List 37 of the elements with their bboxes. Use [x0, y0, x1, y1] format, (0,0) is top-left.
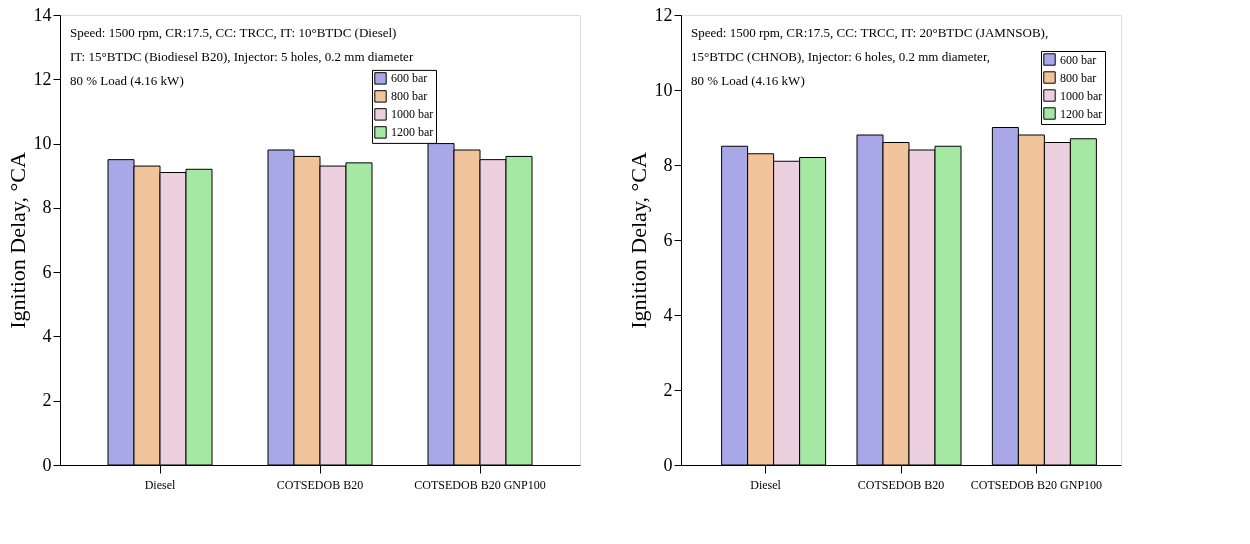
- y-tick-label: 10: [654, 79, 673, 100]
- x-tick-label: COTSEDOB B20 GNP100: [970, 477, 1103, 492]
- y-tick-label: 0: [42, 454, 52, 475]
- annotation: 15°BTDC (CHNOB), Injector: 6 holes, 0.2 mm diameter,: [691, 49, 990, 64]
- y-tick-label: 12: [654, 4, 673, 25]
- y-tick-label: 10: [33, 133, 52, 154]
- y-axis-title: Ignition Delay, °CA: [625, 152, 651, 329]
- legend-label: 1000 bar: [1060, 88, 1103, 103]
- annotation: Speed: 1500 rpm, CR:17.5, CC: TRCC, IT: 10°BTDC (Diesel): [70, 25, 397, 40]
- y-tick-label: 6: [42, 261, 52, 282]
- legend-label: 1000 bar: [391, 107, 434, 122]
- y-axis-title: Ignition Delay, °CA: [4, 152, 30, 329]
- y-tick-label: 6: [663, 229, 673, 250]
- y-tick-label: 14: [33, 4, 52, 25]
- annotation: 80 % Load (4.16 kW): [691, 73, 805, 88]
- legend-label: 600 bar: [391, 71, 428, 86]
- y-tick-label: 0: [663, 454, 673, 475]
- annotation: 80 % Load (4.16 kW): [70, 73, 184, 88]
- y-tick-label: 2: [42, 390, 52, 411]
- y-tick-label: 4: [42, 325, 52, 346]
- legend-label: 800 bar: [1060, 70, 1097, 85]
- x-tick-label: COTSEDOB B20 GNP100: [414, 477, 546, 492]
- y-tick-label: 8: [42, 197, 52, 218]
- y-tick-label: 4: [663, 304, 673, 325]
- legend-label: 600 bar: [1060, 52, 1097, 67]
- annotation: IT: 15°BTDC (Biodiesel B20), Injector: 5 holes, 0.2 mm diameter: [70, 49, 414, 64]
- legend-label: 800 bar: [391, 89, 428, 104]
- y-tick-label: 2: [663, 379, 673, 400]
- legend-label: 1200 bar: [1060, 106, 1103, 121]
- y-tick-label: 12: [33, 68, 52, 89]
- x-tick-label: Diesel: [144, 477, 176, 492]
- annotation: Speed: 1500 rpm, CR:17.5, CC: TRCC, IT: 20°BTDC (JAMNSOB),: [691, 25, 1049, 40]
- x-tick-label: Diesel: [750, 477, 782, 492]
- x-tick-label: COTSEDOB B20: [276, 477, 364, 492]
- x-tick-label: COTSEDOB B20: [857, 477, 945, 492]
- legend-label: 1200 bar: [391, 125, 434, 140]
- y-tick-label: 8: [663, 154, 673, 175]
